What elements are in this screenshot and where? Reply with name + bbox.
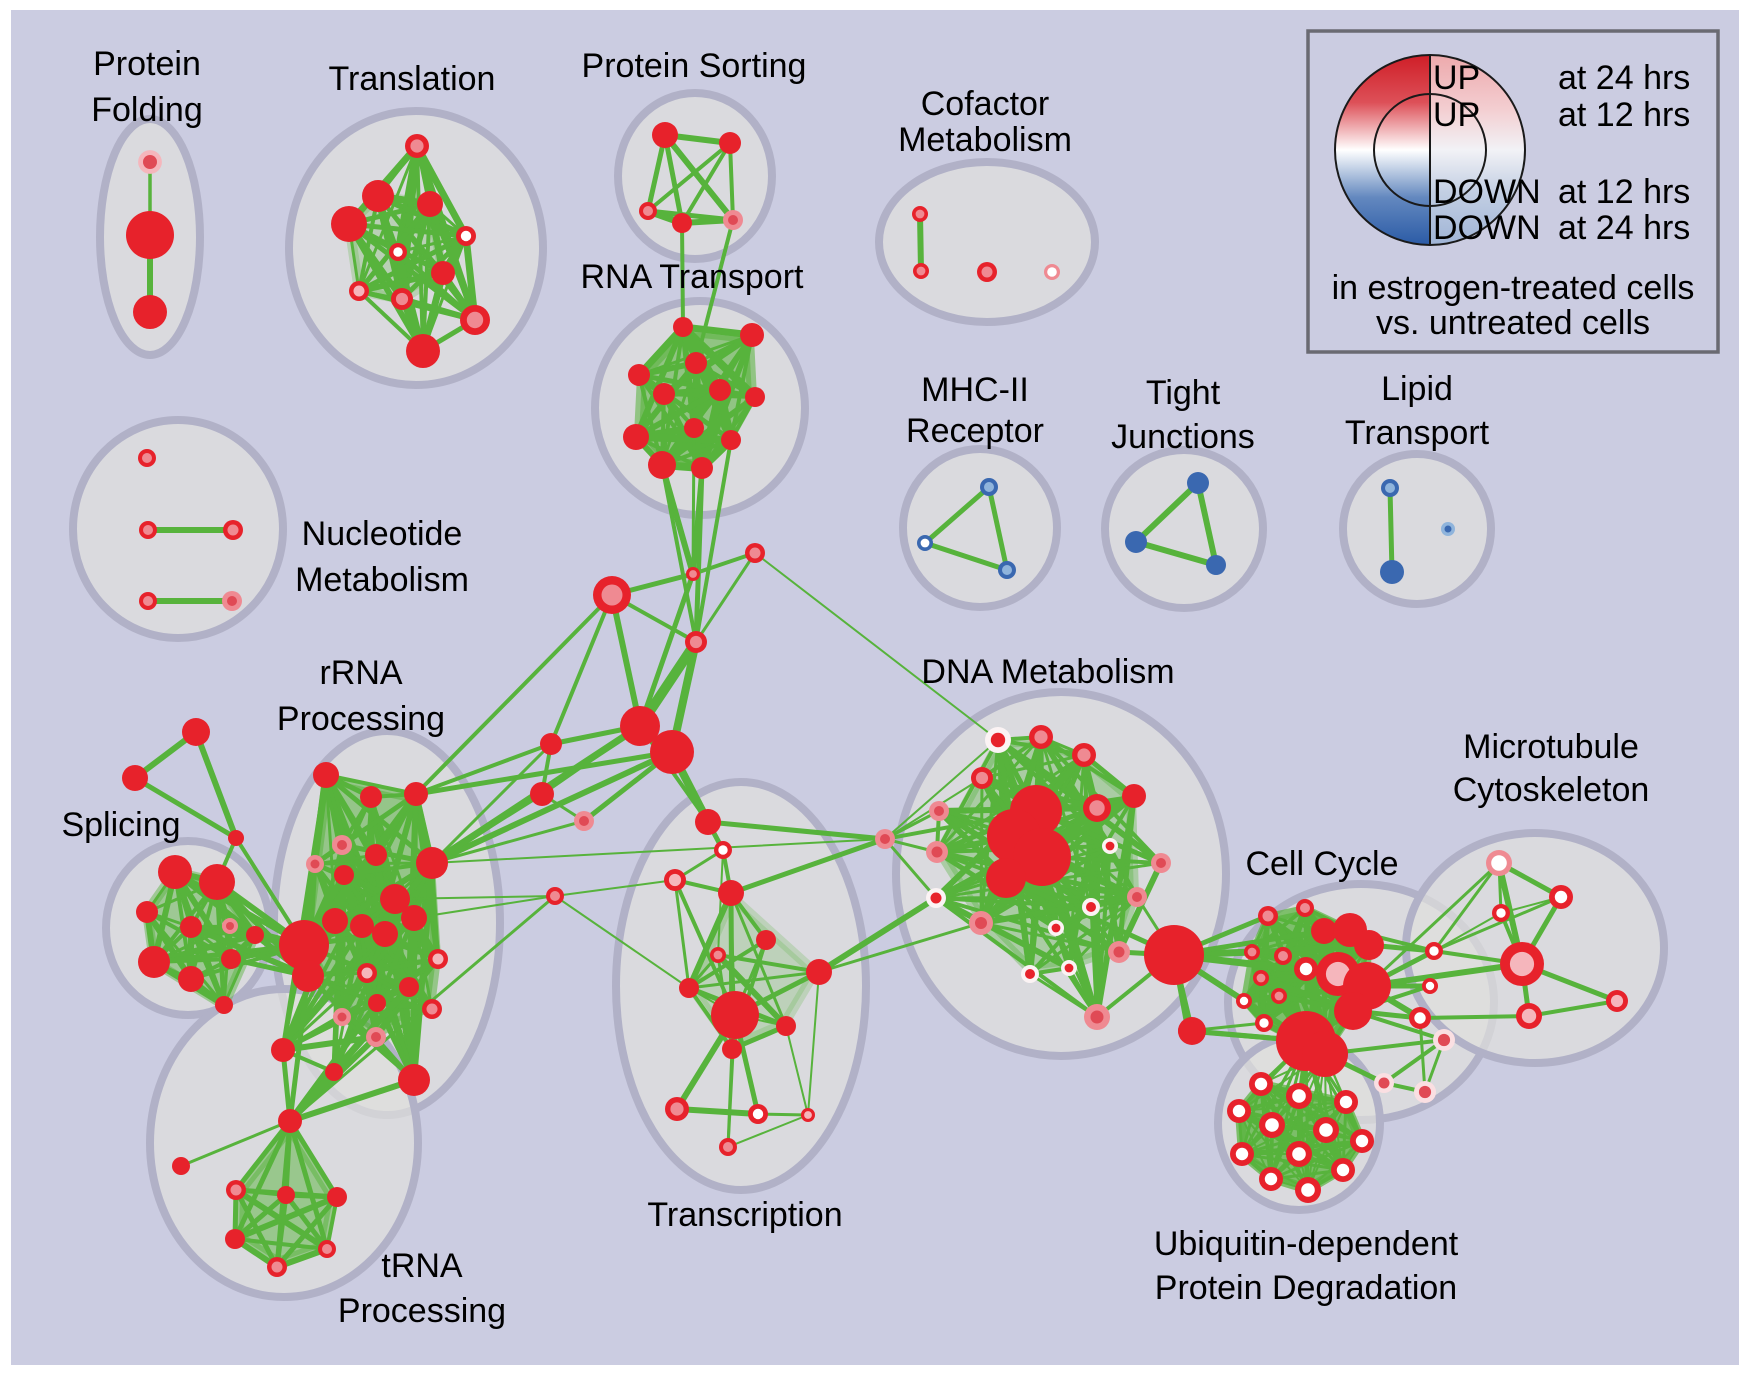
svg-text:Processing: Processing — [277, 700, 445, 738]
svg-text:Lipid: Lipid — [1381, 370, 1453, 408]
svg-text:vs. untreated cells: vs. untreated cells — [1376, 304, 1650, 342]
svg-text:MHC-II: MHC-II — [921, 371, 1029, 409]
svg-text:Transport: Transport — [1345, 414, 1490, 452]
svg-text:at 24 hrs: at 24 hrs — [1558, 209, 1690, 247]
svg-text:Nucleotide: Nucleotide — [302, 515, 463, 553]
svg-text:at 24 hrs: at 24 hrs — [1558, 59, 1690, 97]
svg-text:DOWN: DOWN — [1433, 209, 1541, 247]
svg-text:Microtubule: Microtubule — [1463, 728, 1639, 766]
svg-text:Splicing: Splicing — [61, 806, 180, 844]
svg-text:at 12 hrs: at 12 hrs — [1558, 96, 1690, 134]
svg-text:DOWN: DOWN — [1433, 173, 1541, 211]
svg-text:Ubiquitin-dependent: Ubiquitin-dependent — [1154, 1225, 1459, 1263]
svg-text:Metabolism: Metabolism — [295, 561, 469, 599]
svg-text:RNA Transport: RNA Transport — [581, 258, 805, 296]
svg-text:UP: UP — [1433, 96, 1480, 134]
svg-text:Receptor: Receptor — [906, 412, 1044, 450]
svg-text:Cofactor: Cofactor — [921, 85, 1050, 123]
svg-text:DNA Metabolism: DNA Metabolism — [921, 653, 1174, 691]
svg-text:Processing: Processing — [338, 1292, 506, 1330]
svg-text:tRNA: tRNA — [381, 1247, 463, 1285]
svg-text:Translation: Translation — [329, 60, 496, 98]
svg-text:Protein Sorting: Protein Sorting — [582, 47, 807, 85]
svg-text:Transcription: Transcription — [647, 1196, 842, 1234]
svg-text:Folding: Folding — [91, 91, 203, 129]
svg-text:Cytoskeleton: Cytoskeleton — [1453, 771, 1650, 809]
svg-text:Metabolism: Metabolism — [898, 121, 1072, 159]
svg-text:rRNA: rRNA — [319, 654, 402, 692]
svg-text:Protein: Protein — [93, 45, 201, 83]
svg-text:Tight: Tight — [1146, 374, 1221, 412]
svg-text:at 12 hrs: at 12 hrs — [1558, 173, 1690, 211]
svg-text:Protein Degradation: Protein Degradation — [1155, 1269, 1457, 1307]
svg-text:Cell Cycle: Cell Cycle — [1245, 845, 1398, 883]
svg-text:UP: UP — [1433, 59, 1480, 97]
svg-text:Junctions: Junctions — [1111, 418, 1255, 456]
svg-text:in estrogen-treated cells: in estrogen-treated cells — [1332, 269, 1695, 307]
